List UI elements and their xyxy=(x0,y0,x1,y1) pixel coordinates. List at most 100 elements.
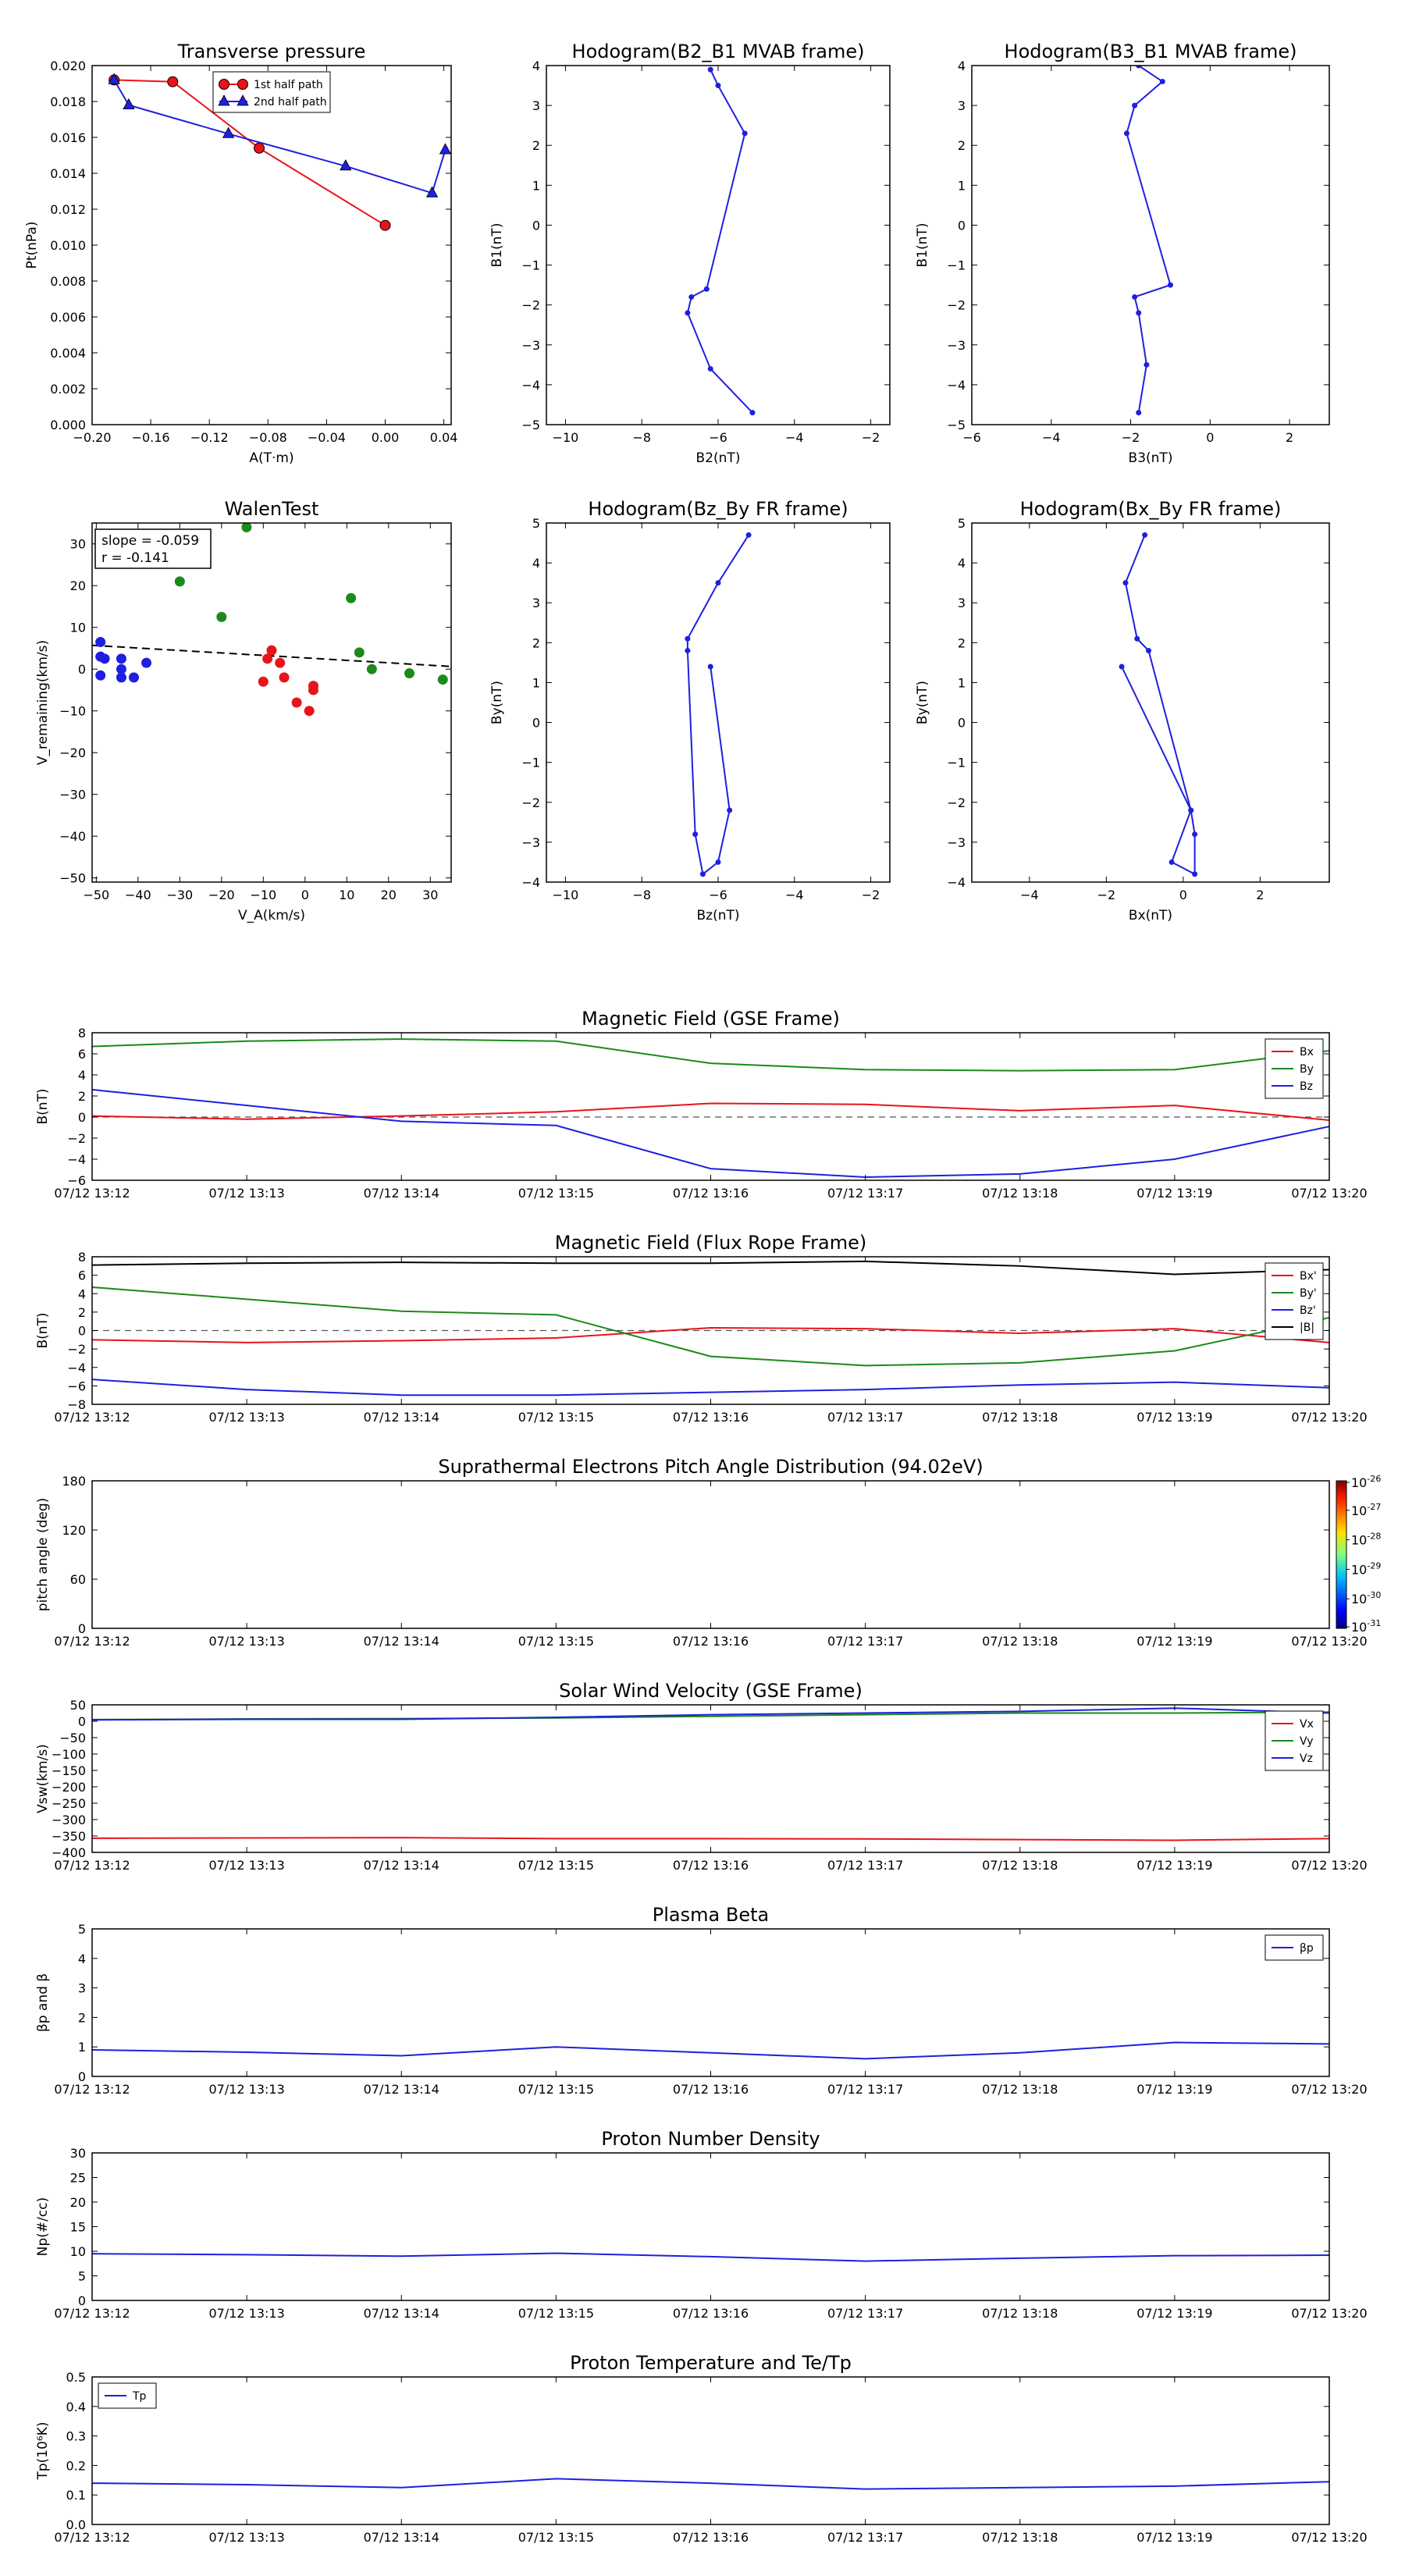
colorbar-base: 10 xyxy=(1351,1503,1367,1518)
y-tick-label: 0.006 xyxy=(50,310,86,325)
x-tick-label: 07/12 13:18 xyxy=(982,1410,1058,1425)
x-tick-label: 30 xyxy=(422,888,438,902)
x-tick-label: 07/12 13:16 xyxy=(673,1410,749,1425)
series-1 xyxy=(258,645,318,717)
x-tick-label: −2 xyxy=(1097,888,1116,902)
x-tick-label: 07/12 13:19 xyxy=(1136,2082,1212,2097)
legend-label: By xyxy=(1300,1063,1314,1076)
x-tick-label: 0 xyxy=(301,888,309,902)
x-tick-label: −6 xyxy=(709,430,727,445)
chart-title: Hodogram(Bz_By FR frame) xyxy=(588,498,848,520)
data-point xyxy=(219,79,229,90)
legend: Vx Vy Vz xyxy=(1264,1710,1324,1771)
x-tick-label: 07/12 13:16 xyxy=(673,2306,749,2321)
data-point xyxy=(1136,66,1142,69)
colorbar-label: 10-30 xyxy=(1351,1590,1381,1606)
y-tick-label: 25 xyxy=(70,2171,86,2186)
data-point xyxy=(685,648,691,654)
plot-frame xyxy=(91,1480,1330,1629)
data-point xyxy=(116,653,126,664)
y-tick-label: −6 xyxy=(67,1173,86,1188)
y-tick-label: 0.4 xyxy=(66,2400,86,2414)
data-point xyxy=(262,653,273,664)
data-point xyxy=(437,674,448,685)
x-tick-label: 07/12 13:20 xyxy=(1291,2530,1367,2545)
legend-label: By' xyxy=(1300,1287,1317,1300)
y-tick-label: −2 xyxy=(947,795,966,810)
x-tick-label: 07/12 13:17 xyxy=(827,2306,903,2321)
y-tick-label: 4 xyxy=(958,59,966,73)
y-tick-label: 3 xyxy=(78,1981,86,1996)
x-tick-label: −4 xyxy=(1020,888,1039,902)
data-point xyxy=(742,130,748,137)
plot-frame xyxy=(971,522,1330,883)
x-tick-label: 07/12 13:18 xyxy=(982,2530,1058,2545)
y-tick-label: −2 xyxy=(521,795,540,810)
y-tick-label: 5 xyxy=(78,2269,86,2284)
y-tick-label: 5 xyxy=(958,516,966,531)
data-point xyxy=(95,636,106,647)
y-tick-label: 6 xyxy=(78,1268,86,1283)
y-tick-label: −150 xyxy=(52,1763,86,1778)
y-tick-label: 0 xyxy=(532,716,540,731)
legend-label: |B| xyxy=(1300,1322,1314,1334)
x-tick-label: −0.08 xyxy=(249,430,287,445)
x-tick-label: −6 xyxy=(709,888,727,902)
y-tick-label: 1 xyxy=(532,675,540,690)
series-line-b xyxy=(92,1260,1329,1276)
y-tick-label: −3 xyxy=(521,835,540,850)
data-point xyxy=(1134,635,1140,642)
data-point xyxy=(749,410,756,416)
y-tick-label: 10 xyxy=(70,621,86,635)
data-point xyxy=(1136,310,1142,316)
data-point xyxy=(1144,361,1150,368)
chart-title: Magnetic Field (GSE Frame) xyxy=(582,1008,840,1030)
data-point xyxy=(699,871,706,877)
x-tick-label: 07/12 13:19 xyxy=(1136,1858,1212,1873)
data-point xyxy=(304,706,315,717)
x-tick-label: −8 xyxy=(632,888,651,902)
data-point xyxy=(727,807,733,813)
data-point xyxy=(222,126,235,138)
y-tick-label: −10 xyxy=(59,704,86,719)
y-tick-label: 0.012 xyxy=(50,202,86,217)
x-tick-label: 07/12 13:15 xyxy=(518,1858,594,1873)
y-tick-label: 2 xyxy=(78,1305,86,1320)
y-tick-label: 0 xyxy=(532,218,540,233)
y-tick-label: 30 xyxy=(70,537,86,552)
y-tick-label: 2 xyxy=(78,2010,86,2025)
legend-label: Bz' xyxy=(1300,1304,1316,1317)
plot-frame xyxy=(91,2376,1330,2525)
chart-transverse: −0.20 −0.16 −0.12 −0.08 −0.04 0.00 0.04 0.000 0.… xyxy=(24,41,457,466)
data-point xyxy=(715,83,721,89)
colorbar-exponent: -26 xyxy=(1367,1474,1381,1484)
series-line-bx xyxy=(92,1326,1329,1343)
colorbar-label: 10-27 xyxy=(1351,1502,1381,1518)
series-line xyxy=(686,534,749,876)
x-tick-label: 07/12 13:19 xyxy=(1136,1634,1212,1649)
y-tick-label: −4 xyxy=(67,1152,86,1167)
data-point xyxy=(1167,282,1173,288)
data-point xyxy=(685,635,691,642)
y-tick-label: 1 xyxy=(958,178,966,193)
y-tick-label: 50 xyxy=(70,1698,86,1713)
y-tick-label: 4 xyxy=(958,556,966,571)
data-point xyxy=(216,611,227,622)
data-point xyxy=(308,685,318,696)
x-tick-label: 07/12 13:12 xyxy=(54,2306,130,2321)
y-tick-label: −200 xyxy=(52,1780,86,1795)
y-tick-label: −100 xyxy=(52,1747,86,1762)
y-tick-label: −50 xyxy=(59,871,86,886)
colorbar-base: 10 xyxy=(1351,1533,1367,1548)
y-tick-label: 20 xyxy=(70,2195,86,2210)
data-point xyxy=(1132,102,1138,109)
data-point xyxy=(218,94,230,106)
x-tick-label: 07/12 13:16 xyxy=(673,1634,749,1649)
y-axis-label: V_remaining(km/s) xyxy=(35,640,51,765)
x-tick-label: 07/12 13:12 xyxy=(54,2082,130,2097)
x-axis-label: B3(nT) xyxy=(1129,450,1173,466)
colorbar-exponent: -30 xyxy=(1367,1590,1381,1600)
series-line-bx xyxy=(92,1102,1329,1122)
series-line-bz xyxy=(92,1088,1329,1178)
y-tick-label: −20 xyxy=(59,745,86,760)
